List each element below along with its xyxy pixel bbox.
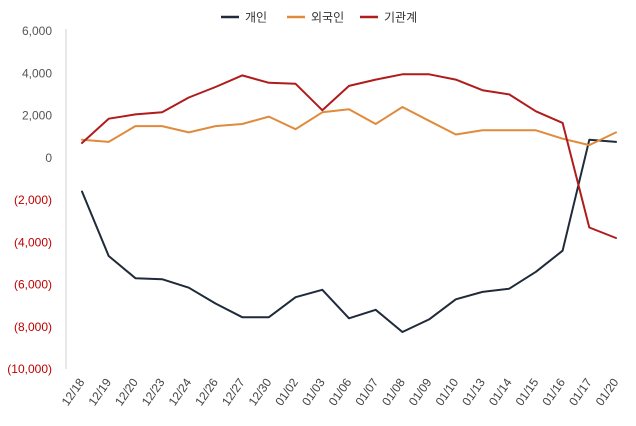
y-tick-label: 6,000 <box>22 24 52 38</box>
x-tick-label: 01/06 <box>326 375 355 408</box>
series-line-0 <box>81 138 617 333</box>
series-line-1 <box>81 106 617 147</box>
x-tick-label: 01/14 <box>486 375 515 408</box>
y-tick-label: (10,000) <box>7 362 52 376</box>
x-tick-label: 12/24 <box>166 375 195 408</box>
x-tick-label: 01/16 <box>539 375 568 408</box>
series-layer <box>81 73 617 333</box>
x-tick-label: 12/19 <box>85 375 114 408</box>
y-tick-label: (6,000) <box>14 278 52 292</box>
y-tick-label: (4,000) <box>14 235 52 249</box>
y-tick-label: (2,000) <box>14 193 52 207</box>
x-tick-label: 12/27 <box>219 375 248 408</box>
x-tick-label: 01/20 <box>593 375 622 408</box>
x-tick-label: 01/03 <box>299 375 328 408</box>
x-tick-label: 12/26 <box>192 375 221 408</box>
legend-label: 기관계 <box>384 11 417 25</box>
x-tick-label: 01/08 <box>379 375 408 408</box>
x-tick-label: 01/15 <box>513 375 542 408</box>
x-tick-label: 01/13 <box>459 375 488 408</box>
y-tick-label: 4,000 <box>22 66 52 80</box>
y-tick-label: 2,000 <box>22 109 52 123</box>
x-tick-label: 12/30 <box>246 375 275 408</box>
legend: 개인 외국인 기관계 <box>221 11 417 25</box>
x-tick-label: 01/17 <box>566 375 595 408</box>
series-line-2 <box>81 73 617 239</box>
legend-label: 외국인 <box>311 11 344 25</box>
y-tick-label: (8,000) <box>14 320 52 334</box>
x-tick-label: 01/07 <box>352 375 381 408</box>
x-tick-label: 12/18 <box>59 375 88 408</box>
x-tick-label: 12/23 <box>139 375 168 408</box>
x-tick-label: 01/10 <box>433 375 462 408</box>
x-tick-label: 01/09 <box>406 375 435 408</box>
x-axis: 12/1812/1912/2012/2312/2412/2612/2712/30… <box>59 375 622 408</box>
y-axis: 6,000 4,000 2,000 0 (2,000) (4,000) (6,000) (8,… <box>7 24 67 376</box>
x-tick-label: 01/02 <box>272 375 301 408</box>
y-tick-label: 0 <box>45 151 52 165</box>
x-tick-label: 12/20 <box>112 375 141 408</box>
legend-label: 개인 <box>245 11 267 25</box>
